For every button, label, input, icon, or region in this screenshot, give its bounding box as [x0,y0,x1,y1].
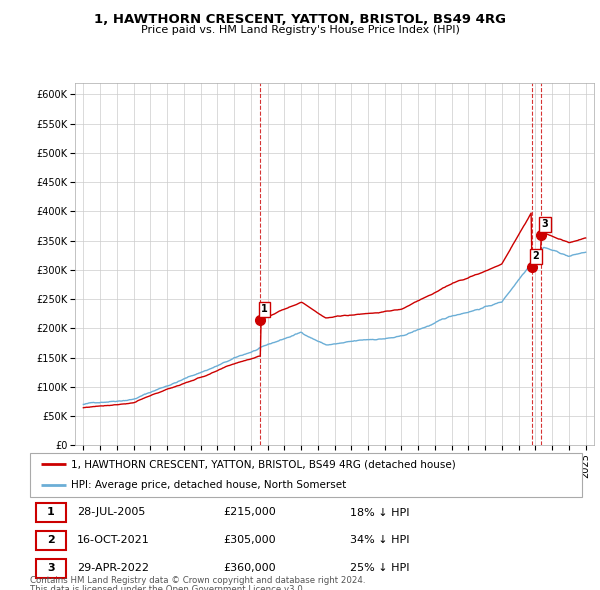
Text: HPI: Average price, detached house, North Somerset: HPI: Average price, detached house, Nort… [71,480,347,490]
Text: 3: 3 [542,219,548,230]
Text: 25% ↓ HPI: 25% ↓ HPI [350,563,410,573]
Text: Contains HM Land Registry data © Crown copyright and database right 2024.: Contains HM Land Registry data © Crown c… [30,576,365,585]
FancyBboxPatch shape [30,453,582,497]
Text: Price paid vs. HM Land Registry's House Price Index (HPI): Price paid vs. HM Land Registry's House … [140,25,460,35]
Text: 2: 2 [47,536,55,545]
Text: 16-OCT-2021: 16-OCT-2021 [77,536,149,545]
Text: £215,000: £215,000 [223,507,276,517]
Text: 28-JUL-2005: 28-JUL-2005 [77,507,145,517]
FancyBboxPatch shape [35,559,66,578]
Text: 3: 3 [47,563,55,573]
Text: £360,000: £360,000 [223,563,276,573]
Text: 1: 1 [47,507,55,517]
Text: £305,000: £305,000 [223,536,276,545]
FancyBboxPatch shape [35,531,66,550]
Text: This data is licensed under the Open Government Licence v3.0.: This data is licensed under the Open Gov… [30,585,305,590]
FancyBboxPatch shape [35,503,66,522]
Text: 29-APR-2022: 29-APR-2022 [77,563,149,573]
Text: 2: 2 [533,251,539,261]
Text: 18% ↓ HPI: 18% ↓ HPI [350,507,410,517]
Text: 1, HAWTHORN CRESCENT, YATTON, BRISTOL, BS49 4RG: 1, HAWTHORN CRESCENT, YATTON, BRISTOL, B… [94,13,506,26]
Text: 34% ↓ HPI: 34% ↓ HPI [350,536,410,545]
Text: 1, HAWTHORN CRESCENT, YATTON, BRISTOL, BS49 4RG (detached house): 1, HAWTHORN CRESCENT, YATTON, BRISTOL, B… [71,460,456,470]
Text: 1: 1 [261,304,268,314]
